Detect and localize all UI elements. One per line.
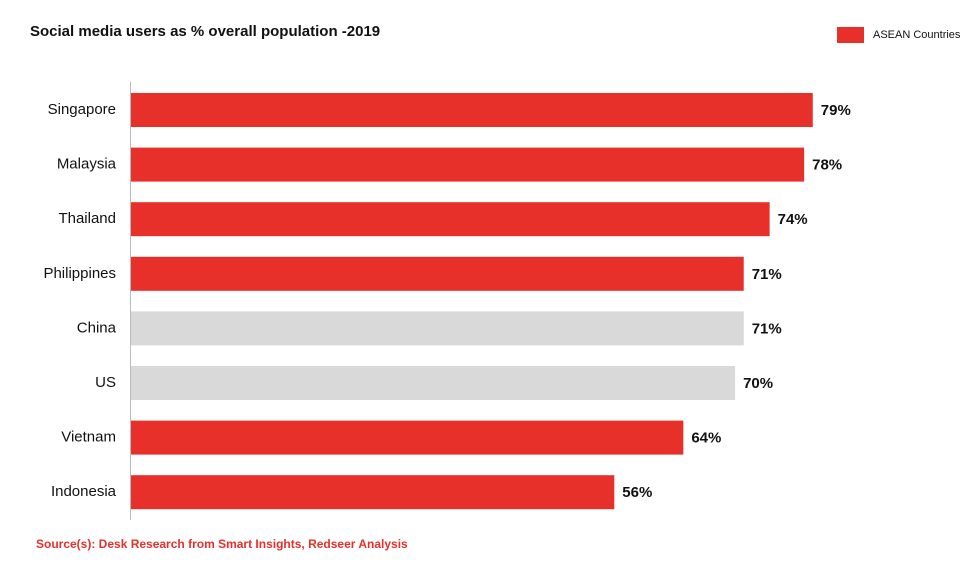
value-label: 56% bbox=[622, 484, 652, 501]
bar bbox=[131, 366, 736, 400]
value-label: 70% bbox=[743, 375, 773, 392]
y-tick-label: Singapore bbox=[48, 101, 116, 118]
bar bbox=[131, 202, 770, 237]
bar bbox=[131, 420, 684, 455]
value-label: 71% bbox=[752, 320, 782, 337]
y-tick-label: Vietnam bbox=[61, 429, 116, 446]
chart-title: Social media users as % overall populati… bbox=[30, 23, 380, 40]
y-tick-label: US bbox=[95, 374, 116, 391]
bar bbox=[131, 93, 813, 127]
bar bbox=[131, 311, 744, 346]
y-tick-label: Malaysia bbox=[57, 156, 117, 173]
value-label: 74% bbox=[778, 211, 808, 228]
legend-label: ASEAN Countries bbox=[873, 29, 961, 41]
y-tick-label: Philippines bbox=[43, 265, 116, 282]
bar bbox=[131, 475, 615, 510]
y-tick-label: China bbox=[77, 319, 117, 336]
source-note: Source(s): Desk Research from Smart Insi… bbox=[36, 537, 408, 551]
bar bbox=[131, 147, 805, 182]
y-tick-label: Thailand bbox=[58, 210, 116, 227]
value-label: 71% bbox=[752, 266, 782, 283]
value-label: 78% bbox=[812, 157, 842, 174]
y-tick-label: Indonesia bbox=[51, 483, 117, 500]
bar bbox=[131, 256, 744, 291]
legend-swatch bbox=[837, 27, 864, 43]
value-label: 64% bbox=[691, 430, 721, 447]
value-label: 79% bbox=[821, 102, 851, 119]
